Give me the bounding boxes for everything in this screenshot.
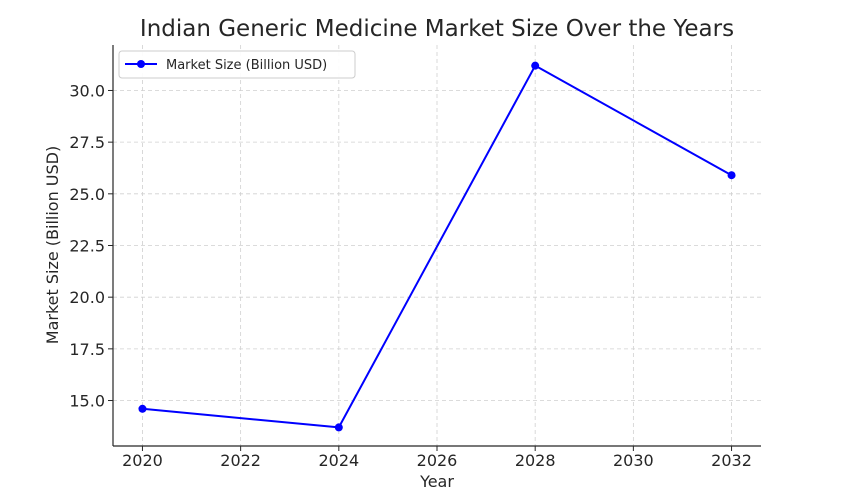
y-tick-label: 25.0 xyxy=(69,185,105,204)
chart-title: Indian Generic Medicine Market Size Over… xyxy=(140,16,734,42)
x-tick-label: 2022 xyxy=(220,451,261,470)
legend-label: Market Size (Billion USD) xyxy=(166,58,327,73)
y-tick-label: 15.0 xyxy=(69,392,105,411)
x-tick-label: 2020 xyxy=(122,451,163,470)
y-tick-label: 30.0 xyxy=(69,81,105,100)
x-tick-label: 2024 xyxy=(318,451,359,470)
legend-marker xyxy=(137,60,145,68)
x-tick-label: 2030 xyxy=(613,451,654,470)
x-tick-label: 2028 xyxy=(515,451,556,470)
data-point-2024 xyxy=(334,423,343,432)
y-axis-label: Market Size (Billion USD) xyxy=(43,146,62,344)
data-point-2028 xyxy=(531,61,540,70)
grid xyxy=(113,45,761,446)
x-tick-label: 2026 xyxy=(417,451,458,470)
legend-box xyxy=(118,50,356,79)
data-point-2032 xyxy=(727,171,736,180)
legend: Market Size (Billion USD) xyxy=(118,50,356,79)
ticks: 2020 2022 2024 2026 2028 2030 2032 15.0 17.5 20.0… xyxy=(69,81,752,470)
series-line-0 xyxy=(142,64,733,429)
x-axis-label: Year xyxy=(419,472,454,491)
y-tick-label: 22.5 xyxy=(69,237,105,256)
x-tick-label: 2032 xyxy=(711,451,752,470)
data-point-2020 xyxy=(138,404,147,413)
y-tick-label: 20.0 xyxy=(69,288,105,307)
series-layer xyxy=(138,61,736,432)
y-tick-label: 17.5 xyxy=(69,340,105,359)
y-tick-label: 27.5 xyxy=(69,133,105,152)
